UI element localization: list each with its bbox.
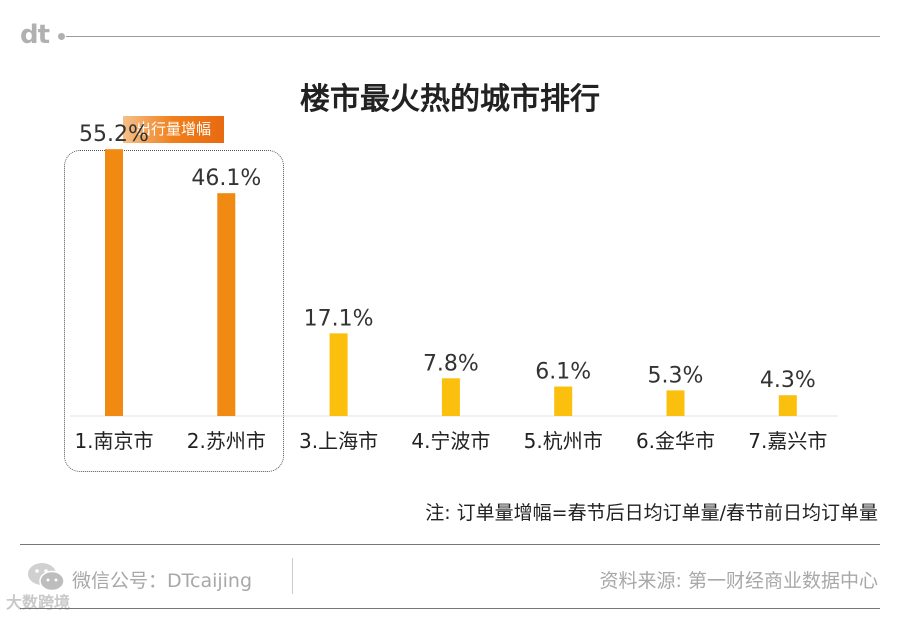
bar-1 — [105, 149, 123, 416]
wechat-icon — [28, 563, 65, 592]
category-label-2: 2.苏州市 — [187, 429, 266, 453]
data-label-1: 55.2% — [79, 122, 149, 147]
bar-5 — [554, 386, 573, 416]
data-label-5: 6.1% — [535, 360, 591, 385]
footer-separator — [292, 558, 293, 594]
data-label-3: 17.1% — [304, 306, 374, 331]
data-label-4: 7.8% — [423, 351, 479, 376]
watermark: 大数跨境 — [6, 593, 71, 612]
category-label-1: 1.南京市 — [74, 429, 153, 453]
dt-logo: dt — [20, 20, 50, 50]
bar-4 — [441, 378, 460, 416]
category-label-7: 7.嘉兴市 — [748, 429, 827, 453]
bar-7 — [778, 395, 797, 416]
category-label-3: 3.上海市 — [299, 429, 378, 453]
data-source: 资料来源: 第一财经商业数据中心 — [599, 570, 878, 592]
logo-dot — [58, 33, 65, 40]
category-label-4: 4.宁波市 — [411, 429, 490, 453]
bar-6 — [666, 390, 685, 416]
bar-3 — [329, 333, 348, 416]
data-label-7: 4.3% — [760, 368, 816, 393]
top-divider — [66, 36, 880, 37]
wechat-account: 微信公号：DTcaijing — [72, 570, 253, 592]
footer-divider-bottom — [20, 608, 880, 609]
footer-divider-top — [20, 544, 880, 545]
category-label-5: 5.杭州市 — [524, 429, 603, 453]
bar-2 — [217, 193, 236, 416]
category-label-6: 6.金华市 — [636, 429, 715, 453]
chart-title: 楼市最火热的城市排行 — [300, 82, 600, 117]
data-label-6: 5.3% — [648, 363, 704, 388]
chart-note: 注: 订单量增幅=春节后日均订单量/春节前日均订单量 — [425, 502, 878, 524]
data-label-2: 46.1% — [191, 166, 261, 191]
highlight-badge: 出行量增幅 — [123, 116, 224, 143]
highlight-box — [64, 150, 284, 472]
